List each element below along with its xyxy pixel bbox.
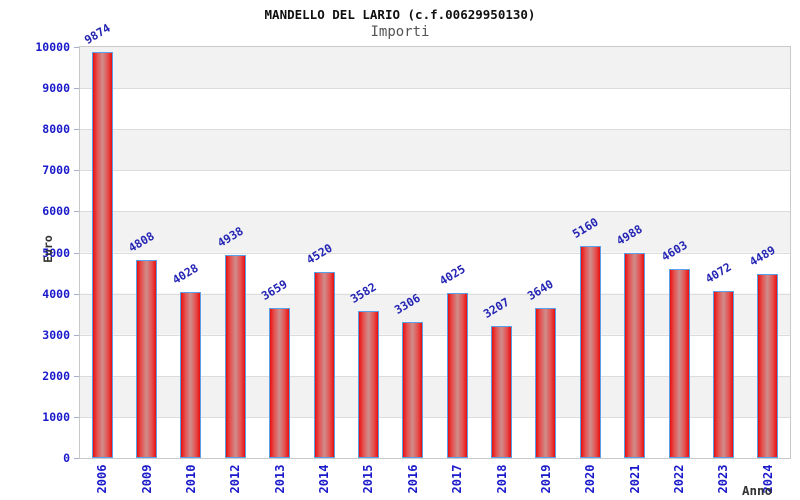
y-tick-label: 8000	[42, 122, 70, 137]
gridline	[80, 334, 790, 336]
y-tick-label: 5000	[42, 245, 70, 260]
x-tick-label: 2016	[405, 464, 420, 494]
bar	[402, 322, 424, 458]
bar-value-label: 4028	[170, 260, 202, 287]
gridline	[80, 211, 790, 213]
bar	[535, 308, 557, 458]
gridline	[80, 416, 790, 418]
gridline	[80, 88, 790, 90]
bar	[224, 255, 246, 458]
gridline	[80, 129, 790, 131]
gridline	[80, 375, 790, 377]
bar	[313, 272, 335, 458]
bar-value-label: 3582	[347, 279, 379, 306]
y-tick	[74, 252, 79, 254]
bar-value-label: 4988	[613, 221, 645, 248]
y-tick	[74, 334, 79, 336]
chart-title: MANDELLO DEL LARIO (c.f.00629950130)	[264, 7, 536, 22]
x-tick-label: 2020	[583, 464, 598, 494]
bar	[136, 260, 158, 458]
bar	[491, 326, 513, 458]
y-tick	[74, 88, 79, 90]
y-tick-label: 10000	[35, 40, 70, 54]
bar	[180, 292, 202, 458]
bar	[712, 291, 734, 458]
bar-value-label: 3659	[258, 276, 290, 303]
y-tick	[74, 293, 79, 295]
y-tick	[74, 47, 79, 48]
x-tick-label: 2012	[228, 464, 243, 494]
bar-value-label: 5160	[569, 214, 601, 241]
y-axis-title: Euro	[41, 235, 55, 263]
bar-value-label: 4603	[658, 237, 690, 264]
bar-value-label: 4489	[747, 242, 779, 269]
y-tick	[74, 375, 79, 377]
x-tick-label: 2010	[183, 464, 198, 494]
y-tick-label: 7000	[42, 163, 70, 178]
bar	[668, 269, 690, 458]
gridline	[80, 252, 790, 254]
y-tick	[74, 170, 79, 172]
y-tick-label: 1000	[42, 409, 70, 424]
x-tick-label: 2013	[272, 464, 287, 494]
plot-area: 9874 4808 4028 4938 3659 4520 3582 3306 4025 3207…	[79, 21, 791, 459]
x-tick-label: 2018	[494, 464, 509, 494]
x-axis-title: Anno	[742, 483, 773, 498]
bar-value-label: 4808	[125, 228, 157, 255]
bar-value-label: 4938	[214, 223, 246, 250]
x-tick-label: 2022	[672, 464, 687, 494]
bar-value-label: 3640	[525, 276, 557, 303]
x-tick-label: 2019	[538, 464, 553, 494]
y-tick	[74, 416, 79, 418]
x-tick-label: 2021	[627, 464, 642, 494]
bar	[579, 246, 601, 458]
bar	[357, 311, 379, 458]
bar	[624, 253, 646, 458]
x-tick-label: 2014	[317, 464, 332, 494]
bar	[91, 52, 113, 458]
x-tick-label: 2023	[716, 464, 731, 494]
y-tick-label: 9000	[42, 81, 70, 96]
bar-value-label: 3306	[392, 290, 424, 317]
bar	[446, 293, 468, 458]
bar-value-label: 4520	[303, 240, 335, 267]
x-tick-label: 2015	[361, 464, 376, 494]
bar	[269, 308, 291, 458]
x-tick-label: 2009	[139, 464, 154, 494]
y-tick-label: 2000	[42, 368, 70, 383]
y-tick-label: 6000	[42, 204, 70, 219]
x-tick-label: 2006	[95, 464, 110, 494]
y-tick-label: 4000	[42, 286, 70, 301]
bar-value-label: 4072	[702, 259, 734, 286]
y-tick	[74, 129, 79, 131]
y-tick	[74, 211, 79, 213]
bar-value-label: 4025	[436, 261, 468, 288]
y-tick	[74, 458, 79, 459]
y-tick-label: 3000	[42, 327, 70, 342]
gridline	[80, 170, 790, 172]
x-tick-label: 2017	[450, 464, 465, 494]
bar-value-label: 3207	[480, 294, 512, 321]
y-tick-label: 0	[63, 451, 70, 465]
bar	[757, 274, 779, 458]
chart-subtitle: Importi	[370, 24, 430, 40]
gridline	[80, 293, 790, 295]
